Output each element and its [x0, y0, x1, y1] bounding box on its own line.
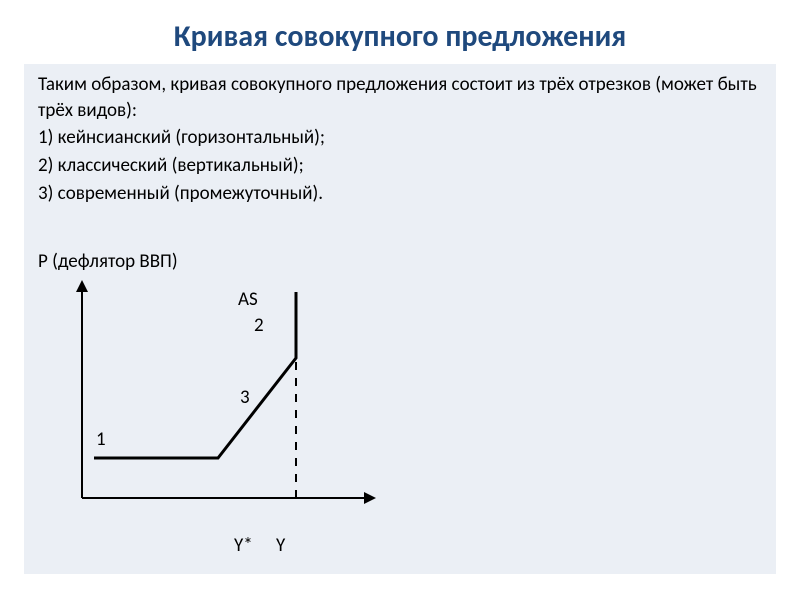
- x-axis-label-star: Y*: [234, 534, 253, 557]
- segment-3-label: 3: [240, 386, 250, 409]
- segment-2-label: 2: [254, 314, 264, 337]
- x-axis-label: Y: [276, 534, 285, 557]
- chart: AS 2 3 1 Y* Y: [38, 278, 398, 558]
- text-block: Таким образом, кривая совокупного предло…: [38, 72, 762, 208]
- curve-label: AS: [238, 288, 258, 311]
- list-item: 3) современный (промежуточный).: [38, 181, 762, 207]
- y-axis-label: Р (дефлятор ВВП): [38, 250, 178, 273]
- segment-1-label: 1: [96, 428, 106, 451]
- intro-text: Таким образом, кривая совокупного предло…: [38, 72, 762, 123]
- slide: Кривая совокупного предложения Таким обр…: [0, 0, 800, 600]
- chart-svg: [38, 278, 398, 538]
- list-item: 1) кейнсианский (горизонтальный);: [38, 125, 762, 151]
- page-title: Кривая совокупного предложения: [40, 0, 760, 55]
- list-item: 2) классический (вертикальный);: [38, 153, 762, 179]
